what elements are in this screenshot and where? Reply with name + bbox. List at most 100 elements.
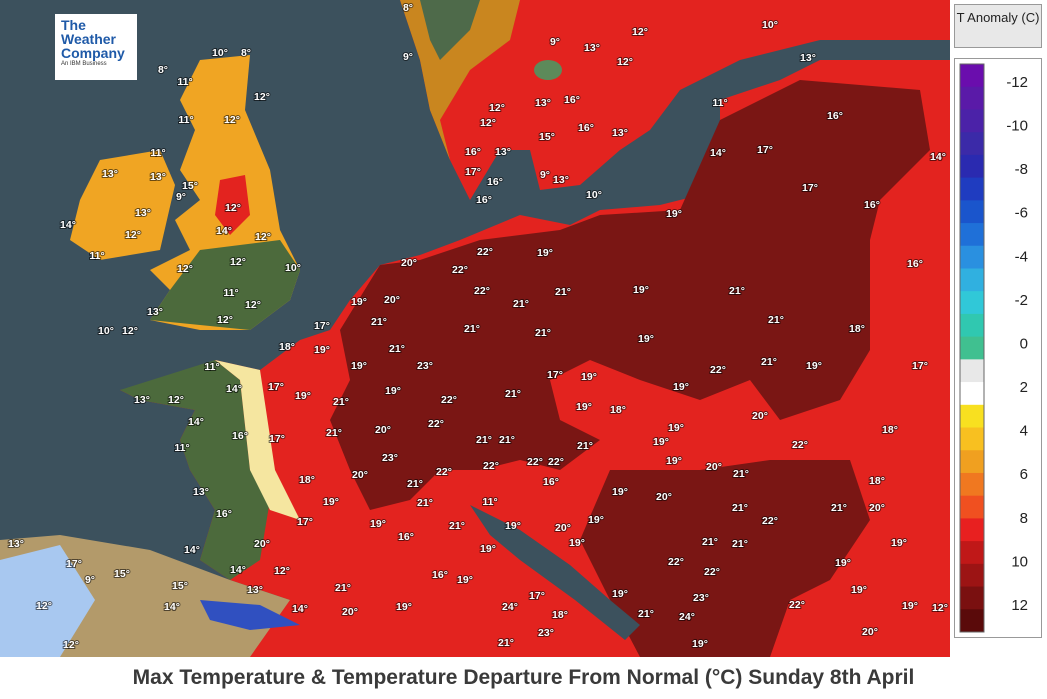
temperature-label: 19° — [351, 360, 367, 372]
temperature-label: 21° — [407, 478, 423, 490]
temperature-label: 16° — [564, 94, 580, 106]
land-ireland — [70, 150, 175, 260]
land-pyrenees-cold — [200, 600, 300, 630]
temperature-label: 17° — [757, 144, 773, 156]
temperature-label: 19° — [480, 543, 496, 555]
temperature-label: 12° — [63, 639, 79, 651]
temperature-label: 13° — [135, 207, 151, 219]
temperature-label: 16° — [487, 176, 503, 188]
temperature-label: 17° — [802, 182, 818, 194]
temperature-label: 9° — [85, 574, 95, 586]
temperature-label: 16° — [907, 258, 923, 270]
legend-label: -4 — [1015, 248, 1028, 265]
temperature-label: 15° — [182, 180, 198, 192]
temperature-label: 17° — [912, 360, 928, 372]
temperature-label: 20° — [352, 469, 368, 481]
temperature-label: 22° — [441, 394, 457, 406]
temperature-label: 21° — [505, 388, 521, 400]
temperature-label: 19° — [666, 455, 682, 467]
color-swatch — [960, 404, 984, 429]
color-swatch — [960, 64, 984, 88]
land-hot-core — [330, 80, 930, 510]
temperature-label: 19° — [576, 401, 592, 413]
temperature-label: 19° — [638, 333, 654, 345]
temperature-label: 24° — [502, 601, 518, 613]
temperature-label: 12° — [125, 229, 141, 241]
temperature-label: 14° — [930, 151, 946, 163]
temperature-label: 16° — [827, 110, 843, 122]
temperature-label: 13° — [584, 42, 600, 54]
color-swatch — [960, 200, 984, 224]
temperature-label: 17° — [465, 166, 481, 178]
temperature-label: 19° — [673, 381, 689, 393]
temperature-label: 19° — [370, 518, 386, 530]
temperature-label: 12° — [274, 565, 290, 577]
legend-label: 10 — [1011, 553, 1028, 570]
temperature-label: 12° — [617, 56, 633, 68]
logo-line: Weather — [61, 31, 116, 47]
temperature-label: 14° — [164, 601, 180, 613]
temperature-label: 13° — [150, 171, 166, 183]
temperature-label: 15° — [539, 131, 555, 143]
temperature-label: 19° — [668, 422, 684, 434]
temperature-label: 19° — [588, 514, 604, 526]
temperature-label: 21° — [768, 314, 784, 326]
temperature-label: 23° — [417, 360, 433, 372]
logo-line: The — [61, 17, 86, 33]
temperature-label: 21° — [702, 536, 718, 548]
land-norway-high — [420, 0, 480, 60]
temperature-label: 21° — [464, 323, 480, 335]
land-france-west — [120, 360, 270, 580]
temperature-label: 16° — [465, 146, 481, 158]
temperature-label: 12° — [230, 256, 246, 268]
temperature-label: 21° — [732, 502, 748, 514]
color-swatch — [960, 154, 984, 179]
temperature-label: 14° — [60, 219, 76, 231]
color-swatch — [960, 177, 984, 201]
temperature-label: 20° — [401, 257, 417, 269]
temperature-label: 21° — [535, 327, 551, 339]
logo-tagline: An IBM Business — [61, 61, 107, 67]
temperature-label: 10° — [98, 325, 114, 337]
land-cool-patch — [534, 60, 562, 80]
land-britain-warm — [215, 175, 250, 235]
temperature-label: 20° — [862, 626, 878, 638]
temperature-label: 14° — [184, 544, 200, 556]
color-swatch — [960, 518, 984, 542]
temperature-label: 19° — [537, 247, 553, 259]
color-swatch — [960, 472, 984, 497]
temperature-label: 11° — [177, 76, 192, 88]
temperature-label: 22° — [527, 456, 543, 468]
temperature-label: 21° — [389, 343, 405, 355]
temperature-label: 23° — [382, 452, 398, 464]
temperature-label: 14° — [292, 603, 308, 615]
temperature-label: 23° — [538, 627, 554, 639]
temperature-label: 13° — [612, 127, 628, 139]
temperature-label: 21° — [638, 608, 654, 620]
color-swatch — [960, 109, 984, 133]
color-swatch — [960, 245, 984, 269]
color-swatch — [960, 427, 984, 451]
temperature-label: 20° — [384, 294, 400, 306]
temperature-label: 21° — [577, 440, 593, 452]
temperature-label: 16° — [432, 569, 448, 581]
temperature-label: 19° — [314, 344, 330, 356]
temperature-label: 22° — [452, 264, 468, 276]
color-swatch — [960, 291, 984, 315]
temperature-label: 20° — [555, 522, 571, 534]
temperature-label: 12° — [36, 600, 52, 612]
temperature-label: 11° — [150, 147, 165, 159]
temperature-label: 19° — [806, 360, 822, 372]
temperature-label: 20° — [656, 491, 672, 503]
temperature-label: 21° — [476, 434, 492, 446]
temperature-label: 11° — [89, 250, 104, 262]
temperature-label: 14° — [188, 416, 204, 428]
land-britain-south — [150, 240, 300, 330]
temperature-label: 13° — [134, 394, 150, 406]
temperature-label: 21° — [333, 396, 349, 408]
temperature-label: 8° — [158, 64, 168, 76]
temperature-label: 20° — [706, 461, 722, 473]
temperature-label: 22° — [710, 364, 726, 376]
temperature-label: 21° — [499, 434, 515, 446]
